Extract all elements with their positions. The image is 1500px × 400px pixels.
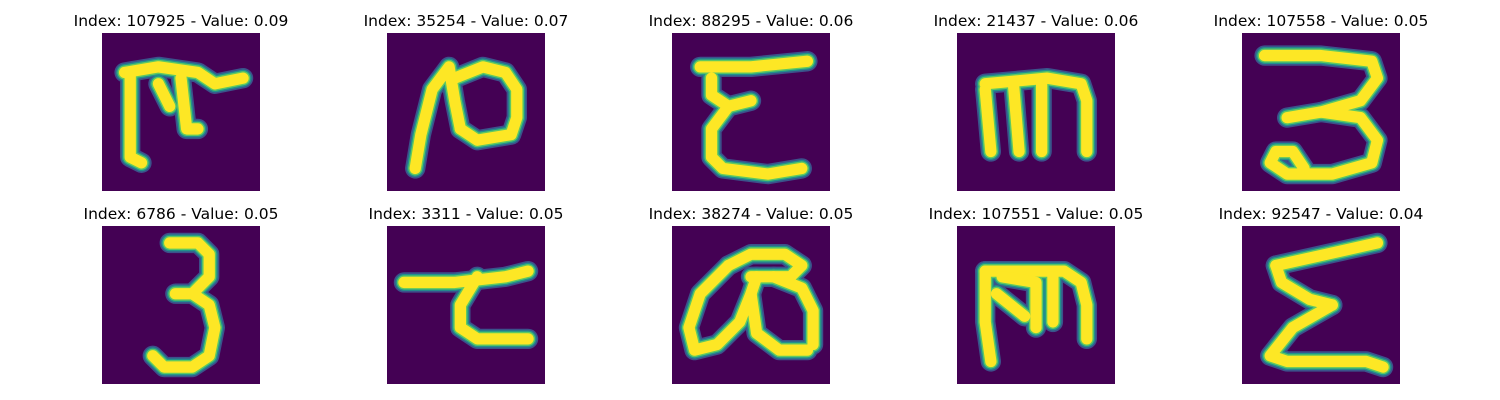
panel-title: Index: 107551 - Value: 0.05 [928, 205, 1144, 223]
panel: Index: 21437 - Value: 0.06 [916, 11, 1156, 191]
panel-title: Index: 107925 - Value: 0.09 [73, 12, 289, 30]
panel-title: Index: 21437 - Value: 0.06 [933, 12, 1139, 30]
panel: Index: 107551 - Value: 0.05 [916, 204, 1156, 384]
glyph-image [1242, 33, 1400, 191]
glyph-image [957, 33, 1115, 191]
panel: Index: 3311 - Value: 0.05 [346, 204, 586, 384]
panel-title: Index: 107558 - Value: 0.05 [1213, 12, 1429, 30]
panel: Index: 107558 - Value: 0.05 [1201, 11, 1441, 191]
panel: Index: 6786 - Value: 0.05 [61, 204, 301, 384]
glyph-image [102, 226, 260, 384]
glyph-image [1242, 226, 1400, 384]
glyph-image [387, 226, 545, 384]
panel-title: Index: 6786 - Value: 0.05 [83, 205, 279, 223]
glyph-image [957, 226, 1115, 384]
glyph-image [672, 33, 830, 191]
glyph-image [102, 33, 260, 191]
panel-title: Index: 92547 - Value: 0.04 [1218, 205, 1424, 223]
panel: Index: 92547 - Value: 0.04 [1201, 204, 1441, 384]
glyph-image [387, 33, 545, 191]
panel-title: Index: 3311 - Value: 0.05 [368, 205, 564, 223]
panel: Index: 107925 - Value: 0.09 [61, 11, 301, 191]
glyph-image [672, 226, 830, 384]
panel: Index: 35254 - Value: 0.07 [346, 11, 586, 191]
panel: Index: 88295 - Value: 0.06 [631, 11, 871, 191]
panel-title: Index: 35254 - Value: 0.07 [363, 12, 569, 30]
panel: Index: 38274 - Value: 0.05 [631, 204, 871, 384]
panel-title: Index: 38274 - Value: 0.05 [648, 205, 854, 223]
panel-title: Index: 88295 - Value: 0.06 [648, 12, 854, 30]
